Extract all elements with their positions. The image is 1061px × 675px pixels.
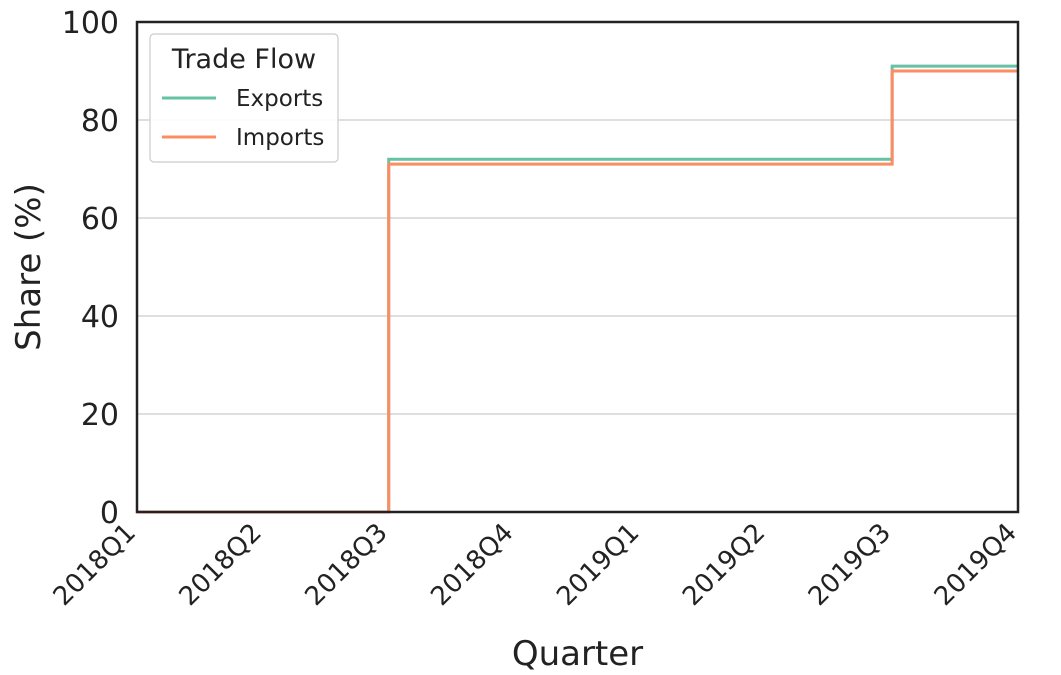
y-tick-label: 80 [81, 104, 119, 139]
y-tick-label: 40 [81, 300, 119, 335]
y-tick-label: 100 [62, 6, 119, 41]
legend: Trade Flow Exports Imports [149, 33, 339, 163]
y-axis-title: Share (%) [9, 183, 49, 351]
y-axis: 0 20 40 60 80 100 [62, 6, 119, 531]
plot-frame [135, 20, 1020, 514]
y-tick-label: 20 [81, 398, 119, 433]
legend-box [149, 33, 339, 163]
y-tick-label: 60 [81, 202, 119, 237]
legend-label-imports: Imports [236, 125, 324, 151]
y-tick-label: 0 [100, 496, 119, 531]
legend-label-exports: Exports [236, 86, 323, 112]
legend-title: Trade Flow [171, 44, 316, 75]
x-axis-title: Quarter [512, 634, 643, 674]
